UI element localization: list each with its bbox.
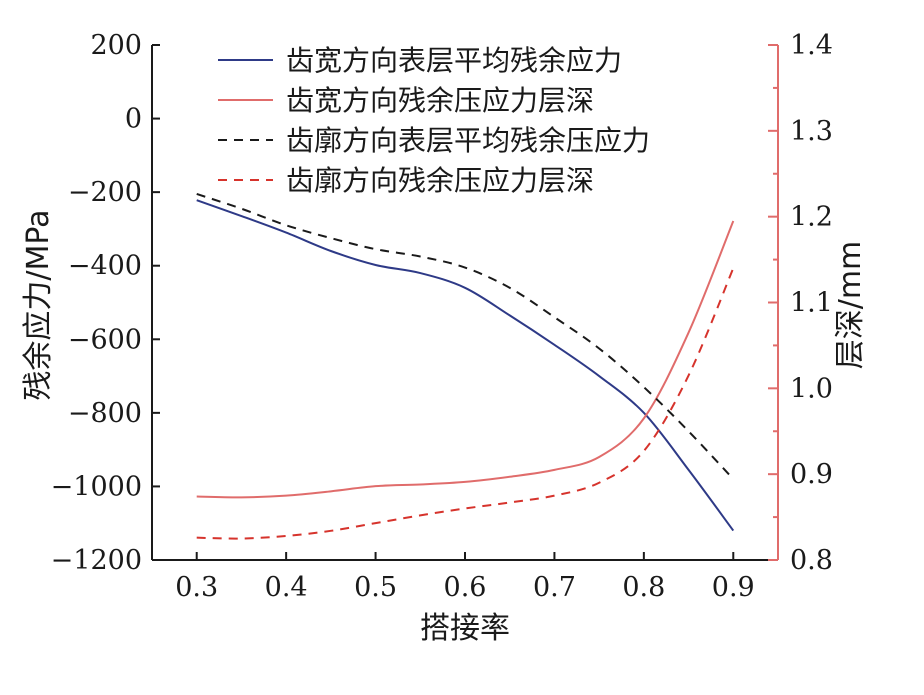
right-y-axis-ticks: 0.8 0.9 1.0 1.1 1.2 1.3 1.4: [768, 30, 833, 576]
left-y-tick-label: −600: [68, 324, 142, 355]
left-y-tick-label: −800: [68, 398, 142, 429]
legend-entry-label: 齿廓方向表层平均残余压应力: [286, 124, 650, 157]
x-tick-label: 0.5: [354, 572, 397, 603]
series-layer: [196, 193, 735, 540]
right-y-tick-label: 1.0: [790, 373, 833, 404]
legend: 齿宽方向表层平均残余应力齿宽方向残余压应力层深齿廓方向表层平均残余压应力齿廓方向…: [218, 44, 650, 197]
series-tooth-profile-stress-depth-line: [196, 267, 735, 540]
x-tick-label: 0.4: [265, 572, 308, 603]
left-y-tick-label: 0: [125, 104, 142, 135]
x-tick-label: 0.3: [175, 572, 218, 603]
left-y-axis-ticks: 200 0 −200 −400 −600 −800 −1000 −1200: [51, 30, 160, 576]
x-axis-title: 搭接率: [420, 611, 510, 646]
left-y-tick-label: −400: [68, 251, 142, 282]
left-y-tick-label: 200: [90, 30, 142, 61]
x-tick-label: 0.7: [533, 572, 576, 603]
right-y-tick-label: 1.3: [790, 116, 833, 147]
right-y-tick-label: 0.9: [790, 459, 833, 490]
right-y-axis-title: 层深/mm: [833, 241, 868, 370]
right-y-tick-label: 1.2: [790, 202, 833, 233]
series-tooth-profile-surface-stress-line: [196, 193, 735, 480]
x-tick-label: 0.9: [712, 572, 755, 603]
left-y-tick-label: −1000: [51, 471, 142, 502]
series-tooth-width-surface-stress-line: [196, 199, 735, 532]
legend-entry-label: 齿宽方向残余压应力层深: [286, 84, 594, 117]
legend-entry-label: 齿宽方向表层平均残余应力: [286, 44, 622, 77]
left-y-tick-label: −1200: [51, 545, 142, 576]
left-y-axis-title: 残余应力/MPa: [21, 209, 56, 400]
x-tick-label: 0.6: [444, 572, 487, 603]
left-y-tick-label: −200: [68, 177, 142, 208]
right-y-tick-label: 1.4: [790, 30, 833, 61]
right-y-tick-label: 0.8: [790, 545, 833, 576]
x-tick-label: 0.8: [622, 572, 665, 603]
series-tooth-width-stress-depth-line: [196, 220, 735, 499]
x-axis-ticks: 0.3 0.4 0.5 0.6 0.7 0.8 0.9: [175, 552, 755, 603]
right-y-tick-label: 1.1: [790, 288, 833, 319]
legend-entry-label: 齿廓方向残余压应力层深: [286, 164, 594, 197]
